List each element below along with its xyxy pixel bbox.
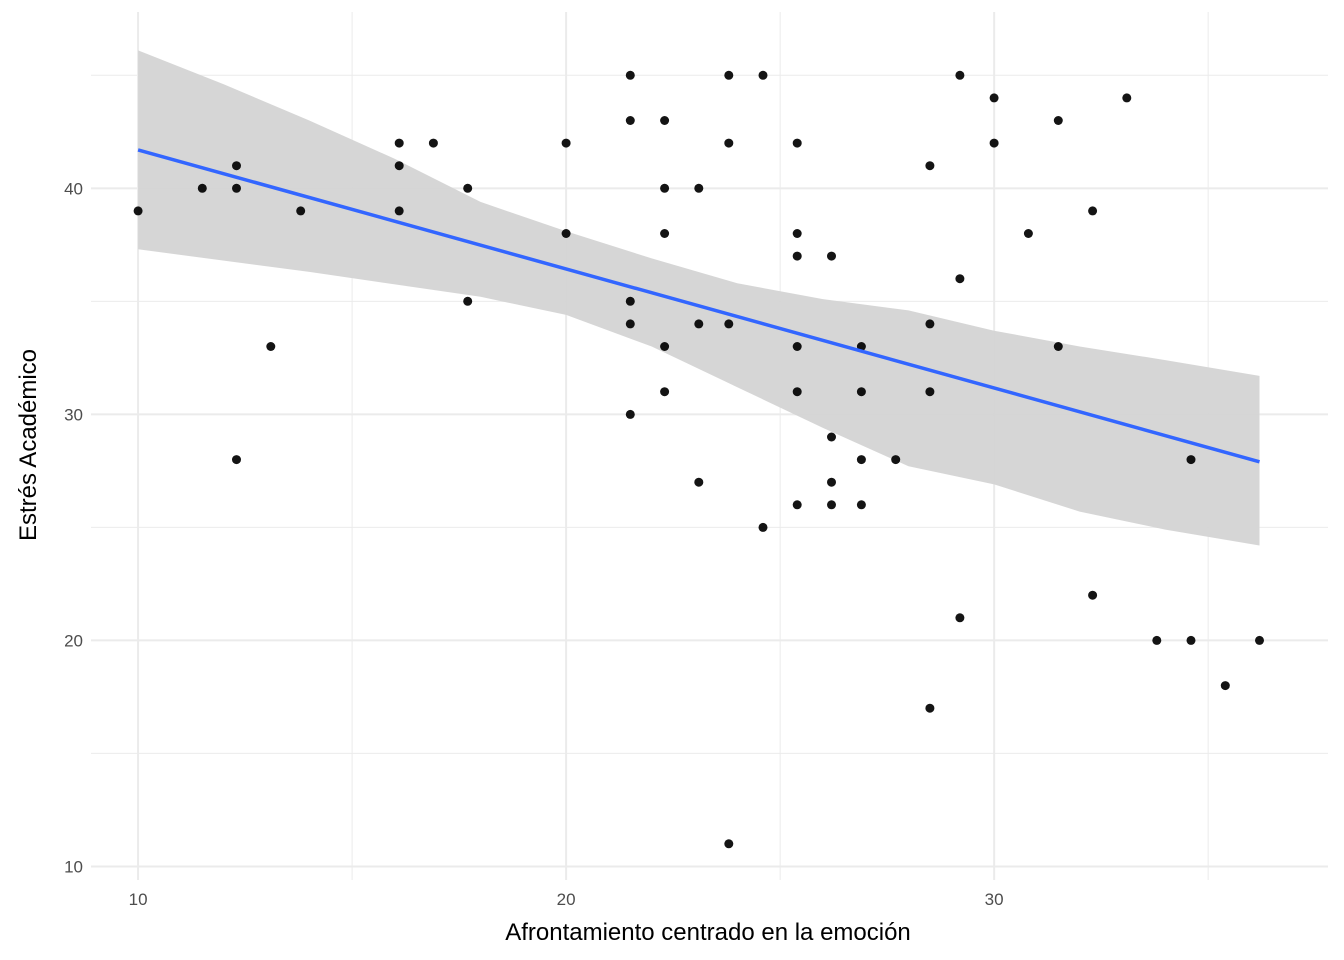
y-tick-label: 30: [64, 405, 83, 424]
data-point: [724, 138, 734, 148]
data-point: [394, 138, 404, 148]
data-point: [428, 138, 438, 148]
x-tick-label: 20: [557, 890, 576, 909]
data-point: [232, 455, 241, 465]
data-point: [1186, 635, 1196, 645]
data-point: [625, 409, 635, 419]
data-point: [925, 319, 935, 329]
data-point: [463, 183, 473, 193]
data-point: [792, 500, 802, 510]
data-point: [1023, 229, 1033, 238]
data-point: [625, 70, 635, 80]
data-point: [758, 70, 768, 80]
data-point: [660, 387, 670, 397]
y-axis-title: Estrés Académico: [15, 349, 42, 541]
data-point: [694, 319, 704, 329]
data-point: [694, 477, 704, 487]
x-axis-title: Afrontamiento centrado en la emoción: [505, 919, 911, 946]
data-point: [561, 229, 571, 238]
data-point: [827, 500, 836, 510]
data-point: [827, 251, 836, 261]
data-point: [1255, 635, 1264, 645]
data-point: [724, 839, 734, 849]
y-tick-label: 20: [64, 631, 83, 650]
data-point: [758, 522, 768, 532]
data-point: [955, 70, 965, 80]
data-point: [827, 432, 836, 442]
data-point: [1220, 681, 1230, 691]
data-point: [694, 183, 704, 193]
data-point: [660, 116, 670, 125]
data-point: [133, 206, 143, 216]
data-point: [232, 183, 241, 193]
x-tick-label: 10: [129, 890, 148, 909]
y-tick-label: 10: [64, 857, 83, 876]
data-point: [660, 229, 670, 238]
y-axis-tick-labels: 10 20 30 40: [64, 179, 83, 876]
data-point: [955, 274, 965, 284]
data-point: [1122, 93, 1132, 103]
regression-line: [137, 148, 1260, 464]
data-point: [792, 251, 802, 261]
data-point: [955, 613, 965, 623]
data-point: [625, 116, 635, 125]
data-point: [232, 161, 241, 171]
data-point: [1053, 116, 1063, 125]
data-point: [660, 183, 670, 193]
data-point: [856, 500, 866, 510]
data-point: [989, 138, 999, 148]
data-point: [1088, 590, 1098, 600]
data-point: [1186, 455, 1196, 465]
data-point: [296, 206, 306, 216]
data-points: [133, 70, 1264, 849]
data-point: [724, 70, 734, 80]
data-point: [1088, 206, 1098, 216]
x-axis-tick-labels: 10 20 30: [129, 890, 1004, 909]
data-point: [1152, 635, 1162, 645]
data-point: [827, 477, 836, 487]
confidence-band: [138, 50, 1260, 546]
data-point: [625, 296, 635, 306]
data-point: [792, 229, 802, 238]
data-point: [856, 387, 866, 397]
data-point: [394, 206, 404, 216]
data-point: [724, 319, 734, 329]
data-point: [1053, 342, 1063, 351]
data-point: [792, 387, 802, 397]
data-point: [197, 183, 207, 193]
data-point: [925, 161, 935, 171]
x-tick-label: 30: [985, 890, 1004, 909]
data-point: [625, 319, 635, 329]
data-point: [463, 296, 473, 306]
data-point: [561, 138, 571, 148]
data-point: [989, 93, 999, 103]
data-point: [792, 138, 802, 148]
y-tick-label: 40: [64, 179, 83, 198]
data-point: [394, 161, 404, 171]
data-point: [266, 342, 276, 351]
data-point: [891, 455, 901, 465]
data-point: [660, 342, 670, 351]
data-point: [925, 387, 935, 397]
data-point: [925, 703, 935, 713]
data-point: [856, 455, 866, 465]
data-point: [792, 342, 802, 351]
